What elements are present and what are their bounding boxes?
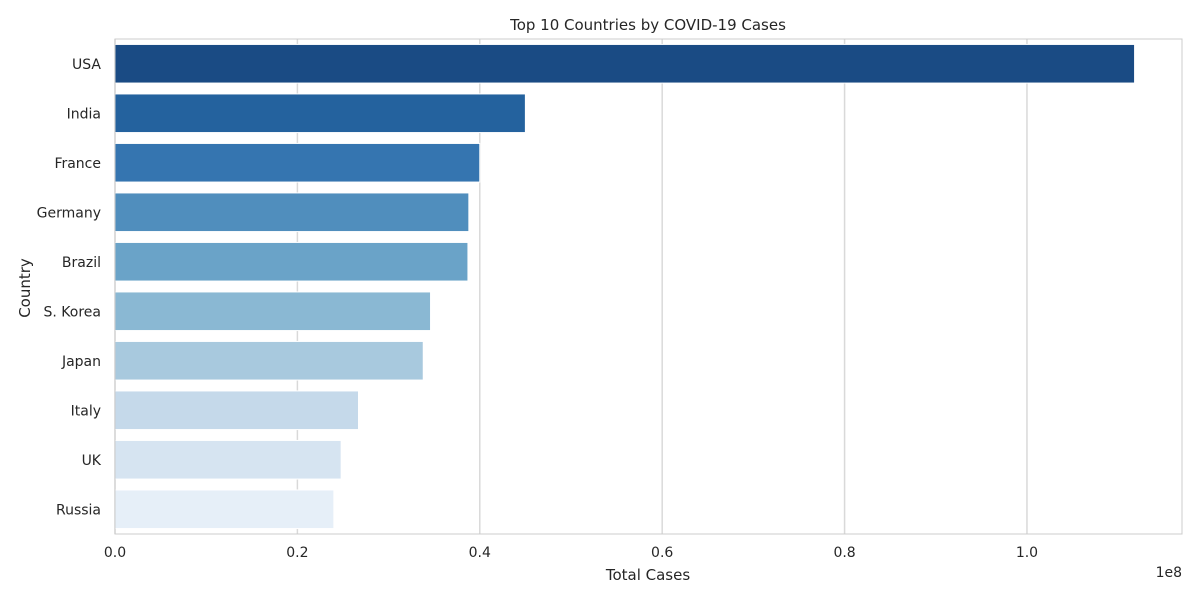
bar-italy: [114, 390, 359, 431]
bar-germany: [114, 192, 470, 233]
x-tick-label: 0.0: [104, 545, 126, 561]
bar-india: [114, 93, 526, 134]
bar-japan: [114, 340, 424, 381]
bar-france: [114, 142, 481, 183]
y-tick-label: UK: [82, 453, 102, 469]
x-tick-label: 0.4: [469, 545, 491, 561]
y-tick-label: Italy: [71, 403, 101, 419]
y-tick-label: Russia: [56, 502, 101, 518]
bar-uk: [114, 439, 342, 480]
y-tick-label: France: [54, 156, 101, 172]
bars: [114, 43, 1136, 530]
x-tick-label: 0.8: [833, 545, 855, 561]
y-tick-label: Germany: [37, 205, 101, 221]
y-tick-label: Brazil: [62, 255, 101, 271]
x-tick-label: 0.2: [286, 545, 308, 561]
bar-brazil: [114, 241, 469, 282]
y-tick-label: Japan: [61, 354, 101, 370]
bar-russia: [114, 489, 335, 530]
plot-frame: [114, 38, 1183, 535]
y-tick-label: S. Korea: [44, 304, 101, 320]
y-tick-label: USA: [72, 57, 101, 73]
y-tick-labels: USA India France Germany Brazil S. Korea Japan…: [37, 57, 102, 519]
y-axis-label: Country: [16, 258, 34, 318]
bar-s-korea: [114, 291, 432, 332]
chart-title: Top 10 Countries by COVID-19 Cases: [509, 16, 786, 34]
x-tick-label: 1.0: [1016, 545, 1038, 561]
x-axis-offset-text: 1e8: [1156, 565, 1182, 581]
y-tick-label: India: [67, 106, 101, 122]
x-tick-label: 0.6: [651, 545, 673, 561]
x-tick-labels: 0.0 0.2 0.4 0.6 0.8 1.0: [104, 545, 1038, 561]
x-axis-label: Total Cases: [605, 566, 691, 584]
bar-usa: [114, 43, 1136, 84]
